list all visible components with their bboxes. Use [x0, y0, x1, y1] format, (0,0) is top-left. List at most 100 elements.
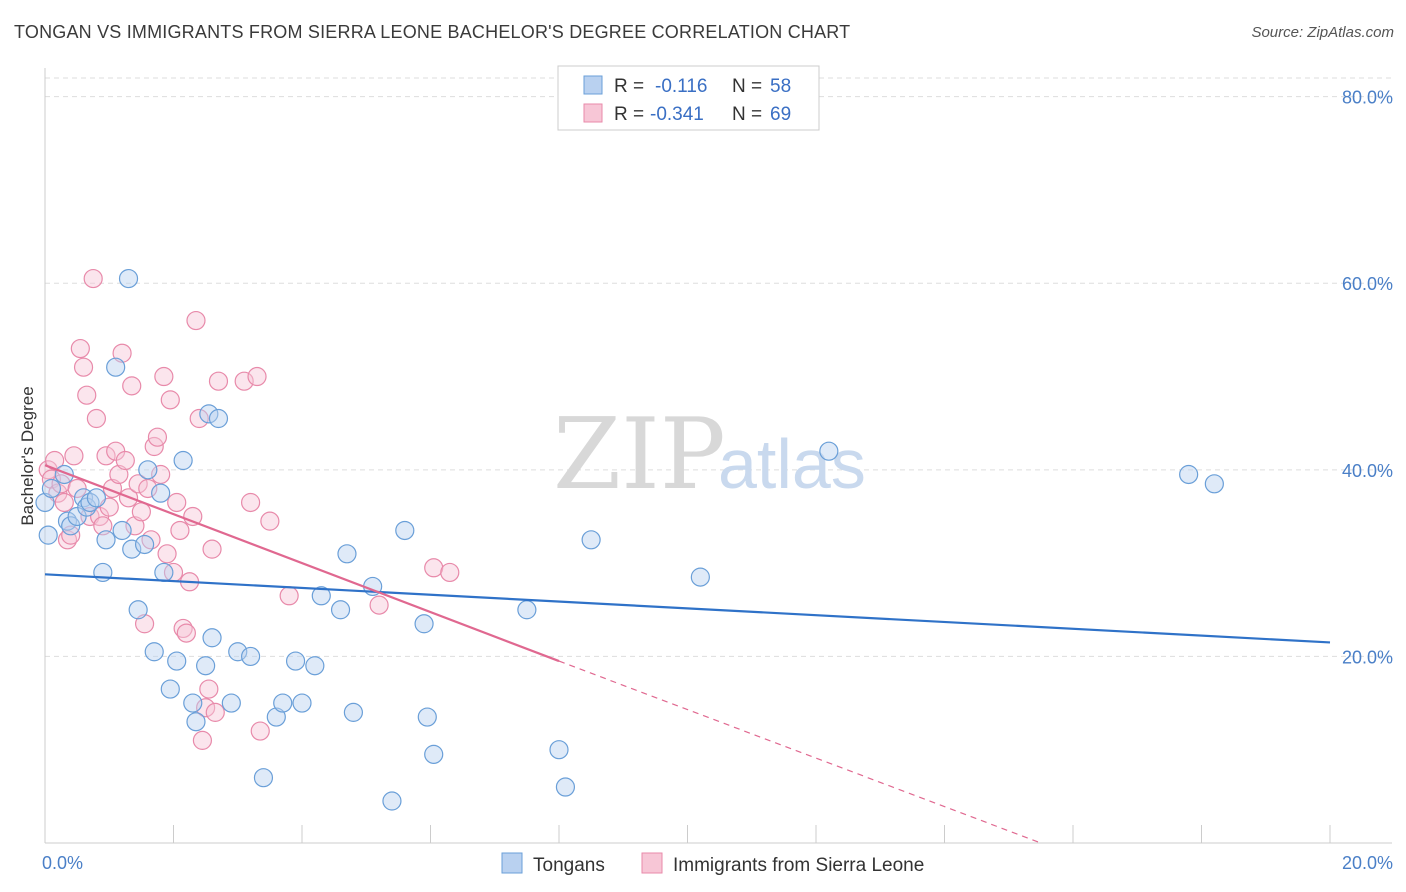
legend-r-label-sierra-leone: R =: [614, 104, 644, 125]
tongan-point: [285, 651, 306, 671]
tongan-point: [61, 516, 81, 536]
tongan-point: [549, 740, 569, 760]
sierra-leone-point: [208, 371, 229, 391]
sierra-leone-point: [109, 464, 129, 485]
sierra-leone-point: [167, 492, 187, 513]
top-legend: R = -0.116 N = 58 R = -0.341 N = 69: [557, 65, 820, 131]
tongan-point: [173, 450, 193, 471]
tongan-point: [241, 646, 261, 667]
y-axis-label: Bachelor's Degree: [18, 386, 37, 525]
sierra-leone-point: [67, 478, 87, 499]
sierra-leone-point: [99, 497, 119, 517]
sierra-leone-point: [115, 450, 135, 471]
sierra-leone-point: [54, 492, 74, 513]
axes: [44, 68, 1392, 844]
watermark-atlas: atlas: [718, 425, 866, 503]
tongan-point: [38, 525, 58, 545]
sierra-leone-point: [196, 698, 216, 718]
tongan-point: [106, 357, 126, 377]
bottom-legend-swatch-sierra-leone: [641, 852, 663, 874]
tongan-point: [330, 600, 351, 620]
tongan-point: [253, 768, 274, 788]
x-tick-labels: 0.0% 20.0%: [42, 853, 1393, 873]
legend-r-value-sierra-leone: -0.341: [650, 104, 704, 125]
sierra-leone-point: [160, 390, 180, 410]
sierra-leone-point: [86, 408, 107, 429]
tongan-point: [581, 530, 601, 550]
chart-title: TONGAN VS IMMIGRANTS FROM SIERRA LEONE B…: [14, 22, 851, 42]
tongan-point: [112, 520, 132, 541]
sierra-leone-point: [70, 338, 90, 359]
tongan-point: [186, 712, 206, 732]
grid-lines: [45, 77, 1392, 657]
sierra-leone-point: [147, 427, 168, 447]
tongan-point: [221, 693, 241, 713]
sierra-leone-point: [112, 343, 132, 363]
sierra-leone-point: [64, 446, 84, 466]
sierra-leone-point: [176, 623, 196, 643]
sierra-leone-point: [202, 539, 222, 559]
sierra-leone-point: [77, 385, 97, 405]
tongan-point: [690, 567, 710, 587]
tongan-point: [273, 693, 293, 713]
sierra-leone-point: [151, 464, 171, 485]
tongan-point: [96, 530, 116, 550]
tongan-point: [417, 707, 437, 727]
tongan-point: [122, 539, 142, 559]
sierra-leone-point: [73, 357, 94, 377]
sierra-leone-point: [186, 310, 206, 331]
tongan-point: [86, 488, 107, 508]
sierra-leone-point: [241, 492, 261, 513]
sierra-leone-point: [138, 478, 158, 499]
bottom-legend-label-tongans: Tongans: [533, 855, 605, 876]
sierra-leone-trend-line: [44, 464, 560, 663]
data-points: [35, 268, 1224, 811]
sierra-leone-point: [189, 408, 209, 429]
trend-lines: [44, 464, 1331, 844]
tongan-point: [183, 693, 203, 713]
legend-r-value-tongans: -0.116: [655, 76, 707, 97]
sierra-leone-point: [83, 268, 103, 289]
tongan-point: [1204, 474, 1224, 494]
legend-r-label-tongans: R =: [614, 76, 644, 97]
tongan-point: [555, 777, 576, 797]
y-tick-label: 80.0%: [1342, 88, 1393, 108]
tongan-point: [167, 651, 187, 671]
source-label: Source: ZipAtlas.com: [1251, 24, 1394, 41]
tongan-point: [138, 460, 158, 480]
tongan-point: [517, 600, 537, 620]
y-tick-labels: 20.0% 40.0% 60.0% 80.0%: [1342, 88, 1393, 668]
tongan-point: [228, 642, 248, 662]
sierra-leone-point: [122, 376, 142, 396]
tongans-trend-line: [44, 573, 1331, 644]
tongan-point: [202, 628, 222, 648]
sierra-leone-point: [131, 502, 151, 522]
sierra-leone-point: [369, 595, 389, 615]
sierra-leone-point: [260, 511, 280, 531]
sierra-leone-point: [199, 679, 219, 699]
sierra-leone-point: [250, 721, 270, 741]
bottom-legend-swatch-tongans: [501, 852, 523, 874]
sierra-leone-point: [183, 506, 203, 527]
y-tick-label: 60.0%: [1342, 274, 1393, 294]
y-tick-label: 20.0%: [1342, 647, 1393, 667]
sierra-leone-point: [205, 702, 225, 722]
sierra-leone-point: [247, 366, 267, 387]
bottom-legend: Tongans Immigrants from Sierra Leone: [501, 852, 924, 876]
tongan-point: [292, 693, 312, 713]
sierra-leone-point: [279, 586, 299, 606]
sierra-leone-point: [157, 544, 177, 564]
legend-n-value-tongans: 58: [770, 76, 791, 97]
tongan-point: [424, 744, 444, 764]
legend-n-value-sierra-leone: 69: [770, 104, 791, 125]
tongan-point: [144, 642, 164, 662]
sierra-leone-point: [192, 730, 213, 750]
tongan-point: [41, 478, 62, 499]
sierra-leone-point: [440, 562, 460, 583]
tongan-point: [1179, 464, 1199, 485]
sierra-leone-point: [170, 520, 190, 541]
tongan-point: [118, 268, 139, 289]
watermark-zip: ZIP: [553, 398, 726, 512]
tongan-point: [154, 562, 174, 583]
